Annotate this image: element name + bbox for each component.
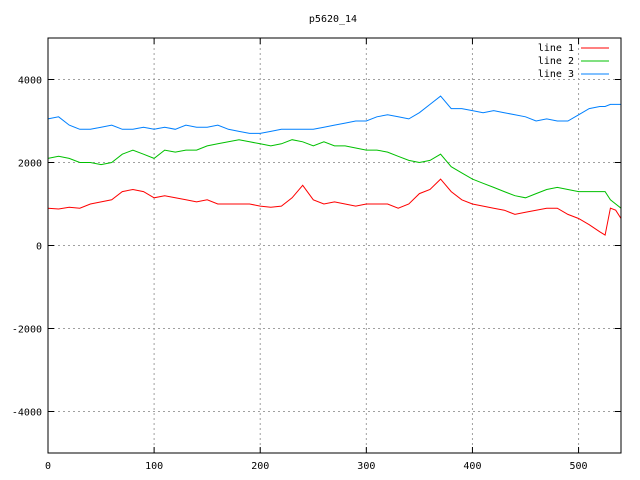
y-tick-label: 2000 xyxy=(18,159,42,170)
legend: line 1 line 2 line 3 xyxy=(538,43,609,80)
series-line-2 xyxy=(47,139,622,209)
y-tick-label: -2000 xyxy=(12,325,42,336)
x-tick-label: 400 xyxy=(463,461,481,472)
x-tick-label: 500 xyxy=(570,461,588,472)
chart-title: p5620_14 xyxy=(309,14,357,25)
grid-lines xyxy=(48,38,621,453)
series-line-3 xyxy=(47,95,621,134)
y-tick-label: 0 xyxy=(36,242,42,253)
x-tick-label: 100 xyxy=(145,461,163,472)
legend-label: line 3 xyxy=(538,69,574,80)
x-tick-label: 0 xyxy=(45,461,51,472)
legend-label: line 1 xyxy=(538,43,574,54)
axis-ticks: 0 100 200 300 400 500 -4000 -2000 0 2000 4000 xyxy=(12,38,621,472)
series-line-1 xyxy=(47,178,622,236)
x-tick-label: 200 xyxy=(251,461,269,472)
legend-label: line 2 xyxy=(538,56,574,67)
y-tick-label: -4000 xyxy=(12,408,42,419)
plot-frame xyxy=(47,37,622,454)
x-tick-label: 300 xyxy=(357,461,375,472)
y-tick-label: 4000 xyxy=(18,76,42,87)
series-lines xyxy=(47,95,622,236)
